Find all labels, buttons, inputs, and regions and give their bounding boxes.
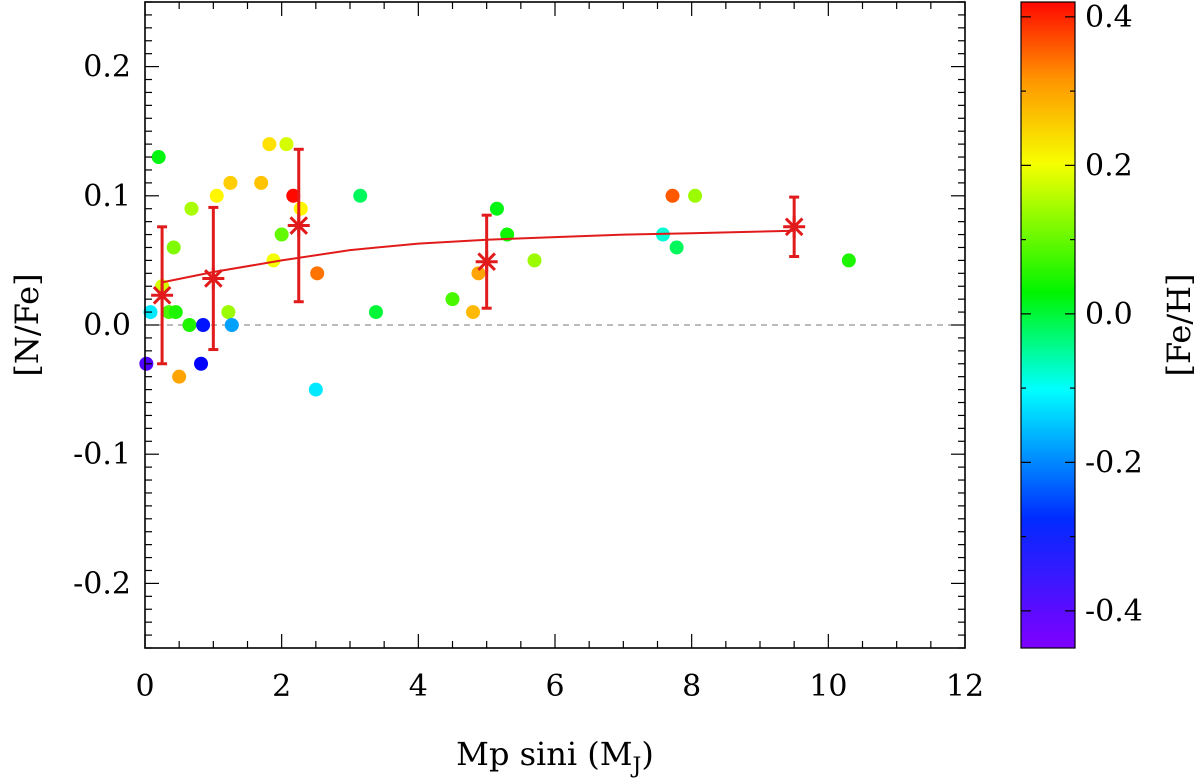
colorbar-tick-label: 0.0	[1085, 297, 1133, 332]
scatter-point	[166, 240, 181, 255]
colorbar-tick-label: -0.2	[1085, 445, 1143, 480]
scatter-point	[221, 305, 236, 320]
scatter-point	[353, 188, 368, 203]
colorbar-tick-label: 0.2	[1085, 148, 1133, 183]
scatter-point	[196, 318, 211, 332]
x-tick-label: 2	[272, 669, 291, 704]
fit-curve	[161, 229, 795, 284]
scatter-point	[274, 227, 289, 242]
scatter-point	[688, 188, 703, 203]
colorbar: -0.4 -0.2 0.0 0.2 0.4 [Fe/H]	[1020, 0, 1198, 649]
scatter-point	[223, 175, 238, 190]
mean-marker-stroke	[477, 252, 496, 272]
x-tick-label: 8	[682, 669, 701, 704]
scatter-point	[489, 201, 504, 216]
scatter-point	[293, 201, 308, 216]
y-tick-label: -0.1	[73, 437, 131, 472]
x-axis-title: Mp sini (MJ)	[456, 735, 654, 779]
y-tick-label: 0.1	[83, 179, 131, 214]
scatter-point	[466, 305, 480, 320]
mean-marker	[783, 215, 806, 238]
scatter-point	[841, 253, 856, 268]
scatter-point	[310, 266, 325, 281]
fit-curve-layer	[161, 229, 795, 284]
y-tick-label: 0.2	[83, 50, 131, 85]
scatter-point	[151, 150, 166, 165]
x-tick-label: 10	[809, 669, 847, 704]
scatter-point	[471, 266, 486, 281]
scatter-point	[194, 356, 209, 371]
binned-means	[151, 147, 806, 366]
axis-tick-labels: 0 2 4 6 8 10 12 -0.2 -0.1 0.0 0.1 0.2	[73, 50, 984, 704]
colorbar-tick-labels: -0.4 -0.2 0.0 0.2 0.4	[1085, 0, 1143, 629]
mean-marker	[287, 214, 310, 237]
scatter-point	[368, 305, 383, 320]
y-tick-label: 0.0	[83, 308, 131, 343]
colorbar-ticks	[1021, 16, 1075, 612]
mean-marker-stroke	[152, 285, 172, 305]
x-tick-label: 6	[545, 669, 564, 704]
mean-marker	[475, 250, 498, 273]
x-tick-label: 4	[409, 669, 428, 704]
scatter-point	[224, 318, 239, 332]
colorbar-tick-label: 0.4	[1085, 0, 1133, 35]
scatter-point	[665, 188, 680, 203]
scatter-point	[266, 253, 281, 268]
scatter-point	[527, 253, 542, 268]
colorbar-tick-label: -0.4	[1085, 594, 1143, 629]
mean-marker	[202, 267, 225, 290]
scatter-point	[168, 305, 183, 320]
y-tick-label: -0.2	[73, 566, 131, 601]
scatter-point	[184, 201, 199, 216]
colorbar-title: [Fe/H]	[1160, 273, 1198, 376]
scatter-point	[209, 188, 224, 203]
x-tick-label: 0	[135, 669, 154, 704]
scatter-point	[286, 188, 301, 203]
scatter-point	[445, 292, 460, 307]
scatter-point	[308, 382, 323, 397]
mean-marker-stroke	[784, 217, 804, 237]
colorbar-gradient	[1020, 1, 1076, 649]
scatter-point	[182, 318, 197, 332]
mean-marker-stroke	[289, 216, 309, 235]
scatter-point	[279, 137, 294, 152]
mean-marker	[151, 284, 174, 307]
scatter-point	[262, 137, 277, 152]
x-tick-label: 12	[946, 669, 984, 704]
y-axis-title: [N/Fe]	[8, 273, 46, 376]
axis-ticks	[144, 1, 966, 649]
scatter-point	[254, 175, 269, 190]
scatter-point	[669, 240, 684, 255]
scatter-point	[172, 369, 187, 384]
mean-marker-stroke	[204, 269, 223, 288]
